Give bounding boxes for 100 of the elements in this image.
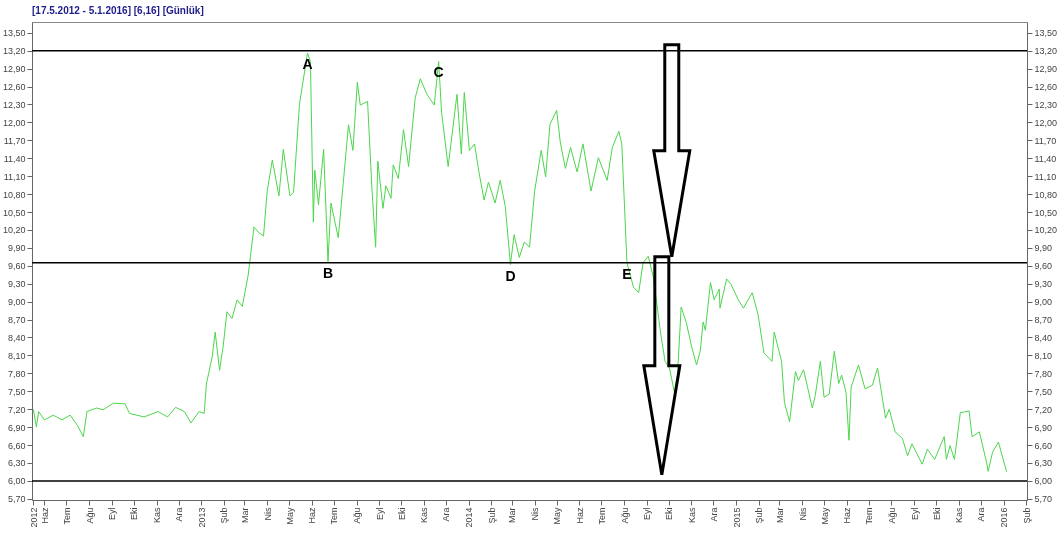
x-tick-label: Ara <box>174 507 185 522</box>
y-tick-label: 6,90 <box>7 422 26 433</box>
y2-tick-label: 6,90 <box>1034 422 1053 433</box>
x-tick-label: Nis <box>797 507 808 521</box>
x-tick-label: Kas <box>419 507 430 524</box>
x-tick-label: Ağu <box>84 507 95 524</box>
annotation: C <box>433 64 444 81</box>
y-tick-label: 8,10 <box>7 350 26 361</box>
y2-tick-label: 13,20 <box>1034 46 1058 57</box>
x-tick-label: Ağu <box>619 507 630 524</box>
y-tick-label: 6,60 <box>7 440 26 451</box>
x-tick-label: Nis <box>530 507 541 521</box>
y2-tick-label: 12,90 <box>1034 64 1058 75</box>
x-tick-label: 2013 <box>196 507 207 528</box>
y2-tick-label: 8,70 <box>1034 315 1053 326</box>
annotation: A <box>302 56 313 73</box>
x-tick-label: Eyl <box>909 507 920 521</box>
y2-tick-label: 10,80 <box>1034 189 1058 200</box>
y2-tick-label: 10,20 <box>1034 225 1058 236</box>
x-tick-label: Eki <box>931 507 942 521</box>
y2-tick-label: 11,10 <box>1034 171 1057 182</box>
y2-tick-label: 9,30 <box>1034 279 1053 290</box>
y-tick-label: 12,30 <box>2 99 26 110</box>
x-tick-label: Tem <box>864 507 875 525</box>
x-tick-label: Haz <box>842 507 853 524</box>
x-tick-label: Şub <box>219 507 230 524</box>
y-tick-label: 6,00 <box>7 476 26 487</box>
x-tick-label: Eki <box>396 507 407 521</box>
x-tick-label: Kas <box>686 507 697 524</box>
annotation: E <box>622 265 632 282</box>
y2-tick-label: 10,50 <box>1034 207 1058 218</box>
x-tick-label: Mar <box>507 507 518 523</box>
x-tick-label: Kas <box>954 507 965 524</box>
x-tick-label: 2016 <box>999 507 1010 528</box>
y2-tick-label: 6,00 <box>1034 476 1053 487</box>
y-tick-label: 12,90 <box>2 64 26 75</box>
y2-tick-label: 12,00 <box>1034 117 1058 128</box>
x-tick-label: Şub <box>1021 507 1032 524</box>
x-tick-label: 2014 <box>464 507 475 528</box>
x-tick-label: Nis <box>262 507 273 521</box>
annotation: B <box>322 264 334 281</box>
y2-tick-label: 8,40 <box>1034 332 1053 343</box>
y-tick-label: 9,30 <box>7 279 26 290</box>
line-series <box>32 52 1007 472</box>
x-tick-label: Eyl <box>374 507 385 521</box>
x-tick-label: May <box>552 507 563 525</box>
x-tick-label: Eki <box>129 507 140 521</box>
x-tick-label: Şub <box>754 507 765 524</box>
x-tick-label: Eki <box>664 507 675 521</box>
y2-tick-label: 9,00 <box>1034 297 1053 308</box>
y2-tick-label: 7,50 <box>1034 386 1053 397</box>
y2-tick-label: 7,20 <box>1034 404 1053 415</box>
x-tick-label: Ara <box>441 507 452 522</box>
x-tick-label: Mar <box>774 507 785 523</box>
y-tick-label: 10,80 <box>2 189 26 200</box>
y-tick-label: 7,50 <box>7 386 26 397</box>
x-tick-label: Ara <box>708 507 719 522</box>
x-tick-label: Haz <box>307 507 318 524</box>
y2-tick-label: 12,60 <box>1034 82 1058 93</box>
y-tick-label: 13,20 <box>2 46 26 57</box>
y-tick-label: 12,00 <box>2 117 26 128</box>
y2-tick-label: 5,70 <box>1034 494 1053 505</box>
chart-title: [17.5.2012 - 5.1.2016] [6,16] [Günlük] <box>32 5 204 16</box>
x-tick-label: Haz <box>574 507 585 524</box>
x-tick-label: Şub <box>486 507 497 524</box>
x-tick-label: 2015 <box>731 507 742 528</box>
x-tick-label: Kas <box>152 507 163 524</box>
y-tick-label: 9,60 <box>7 261 26 272</box>
y-tick-label: 5,70 <box>7 494 26 505</box>
y-tick-label: 9,90 <box>7 243 26 254</box>
x-tick-label: Haz <box>39 507 50 524</box>
y-tick-label: 13,50 <box>2 28 26 39</box>
y2-tick-label: 6,30 <box>1034 458 1053 469</box>
x-tick-label: Tem <box>61 507 72 525</box>
x-tick-label: May <box>284 507 295 525</box>
y-tick-label: 12,60 <box>2 82 26 93</box>
y-tick-label: 7,20 <box>7 404 26 415</box>
y-tick-label: 8,40 <box>7 332 26 343</box>
y-tick-label: 9,00 <box>7 297 26 308</box>
y2-tick-label: 13,50 <box>1034 28 1058 39</box>
y-tick-label: 11,10 <box>3 171 26 182</box>
y2-tick-label: 7,80 <box>1034 368 1053 379</box>
annotation: D <box>505 267 516 284</box>
y-tick-label: 10,20 <box>2 225 26 236</box>
x-tick-label: Tem <box>329 507 340 525</box>
y-tick-label: 6,30 <box>7 458 26 469</box>
y2-tick-label: 11,70 <box>1034 135 1057 146</box>
x-tick-label: Eyl <box>107 507 118 521</box>
y-tick-label: 8,70 <box>7 315 26 326</box>
y-tick-label: 10,50 <box>2 207 26 218</box>
x-tick-label: Tem <box>596 507 607 525</box>
y2-tick-label: 12,30 <box>1034 99 1058 110</box>
x-tick-label: Ağu <box>352 507 363 524</box>
y2-tick-label: 6,60 <box>1034 440 1053 451</box>
y2-tick-label: 11,40 <box>1034 153 1057 164</box>
x-tick-label: Mar <box>239 507 250 523</box>
x-tick-label: Ara <box>976 507 987 522</box>
y2-tick-label: 9,90 <box>1034 243 1053 254</box>
y2-tick-label: 8,10 <box>1034 350 1053 361</box>
x-tick-label: Ağu <box>886 507 897 524</box>
